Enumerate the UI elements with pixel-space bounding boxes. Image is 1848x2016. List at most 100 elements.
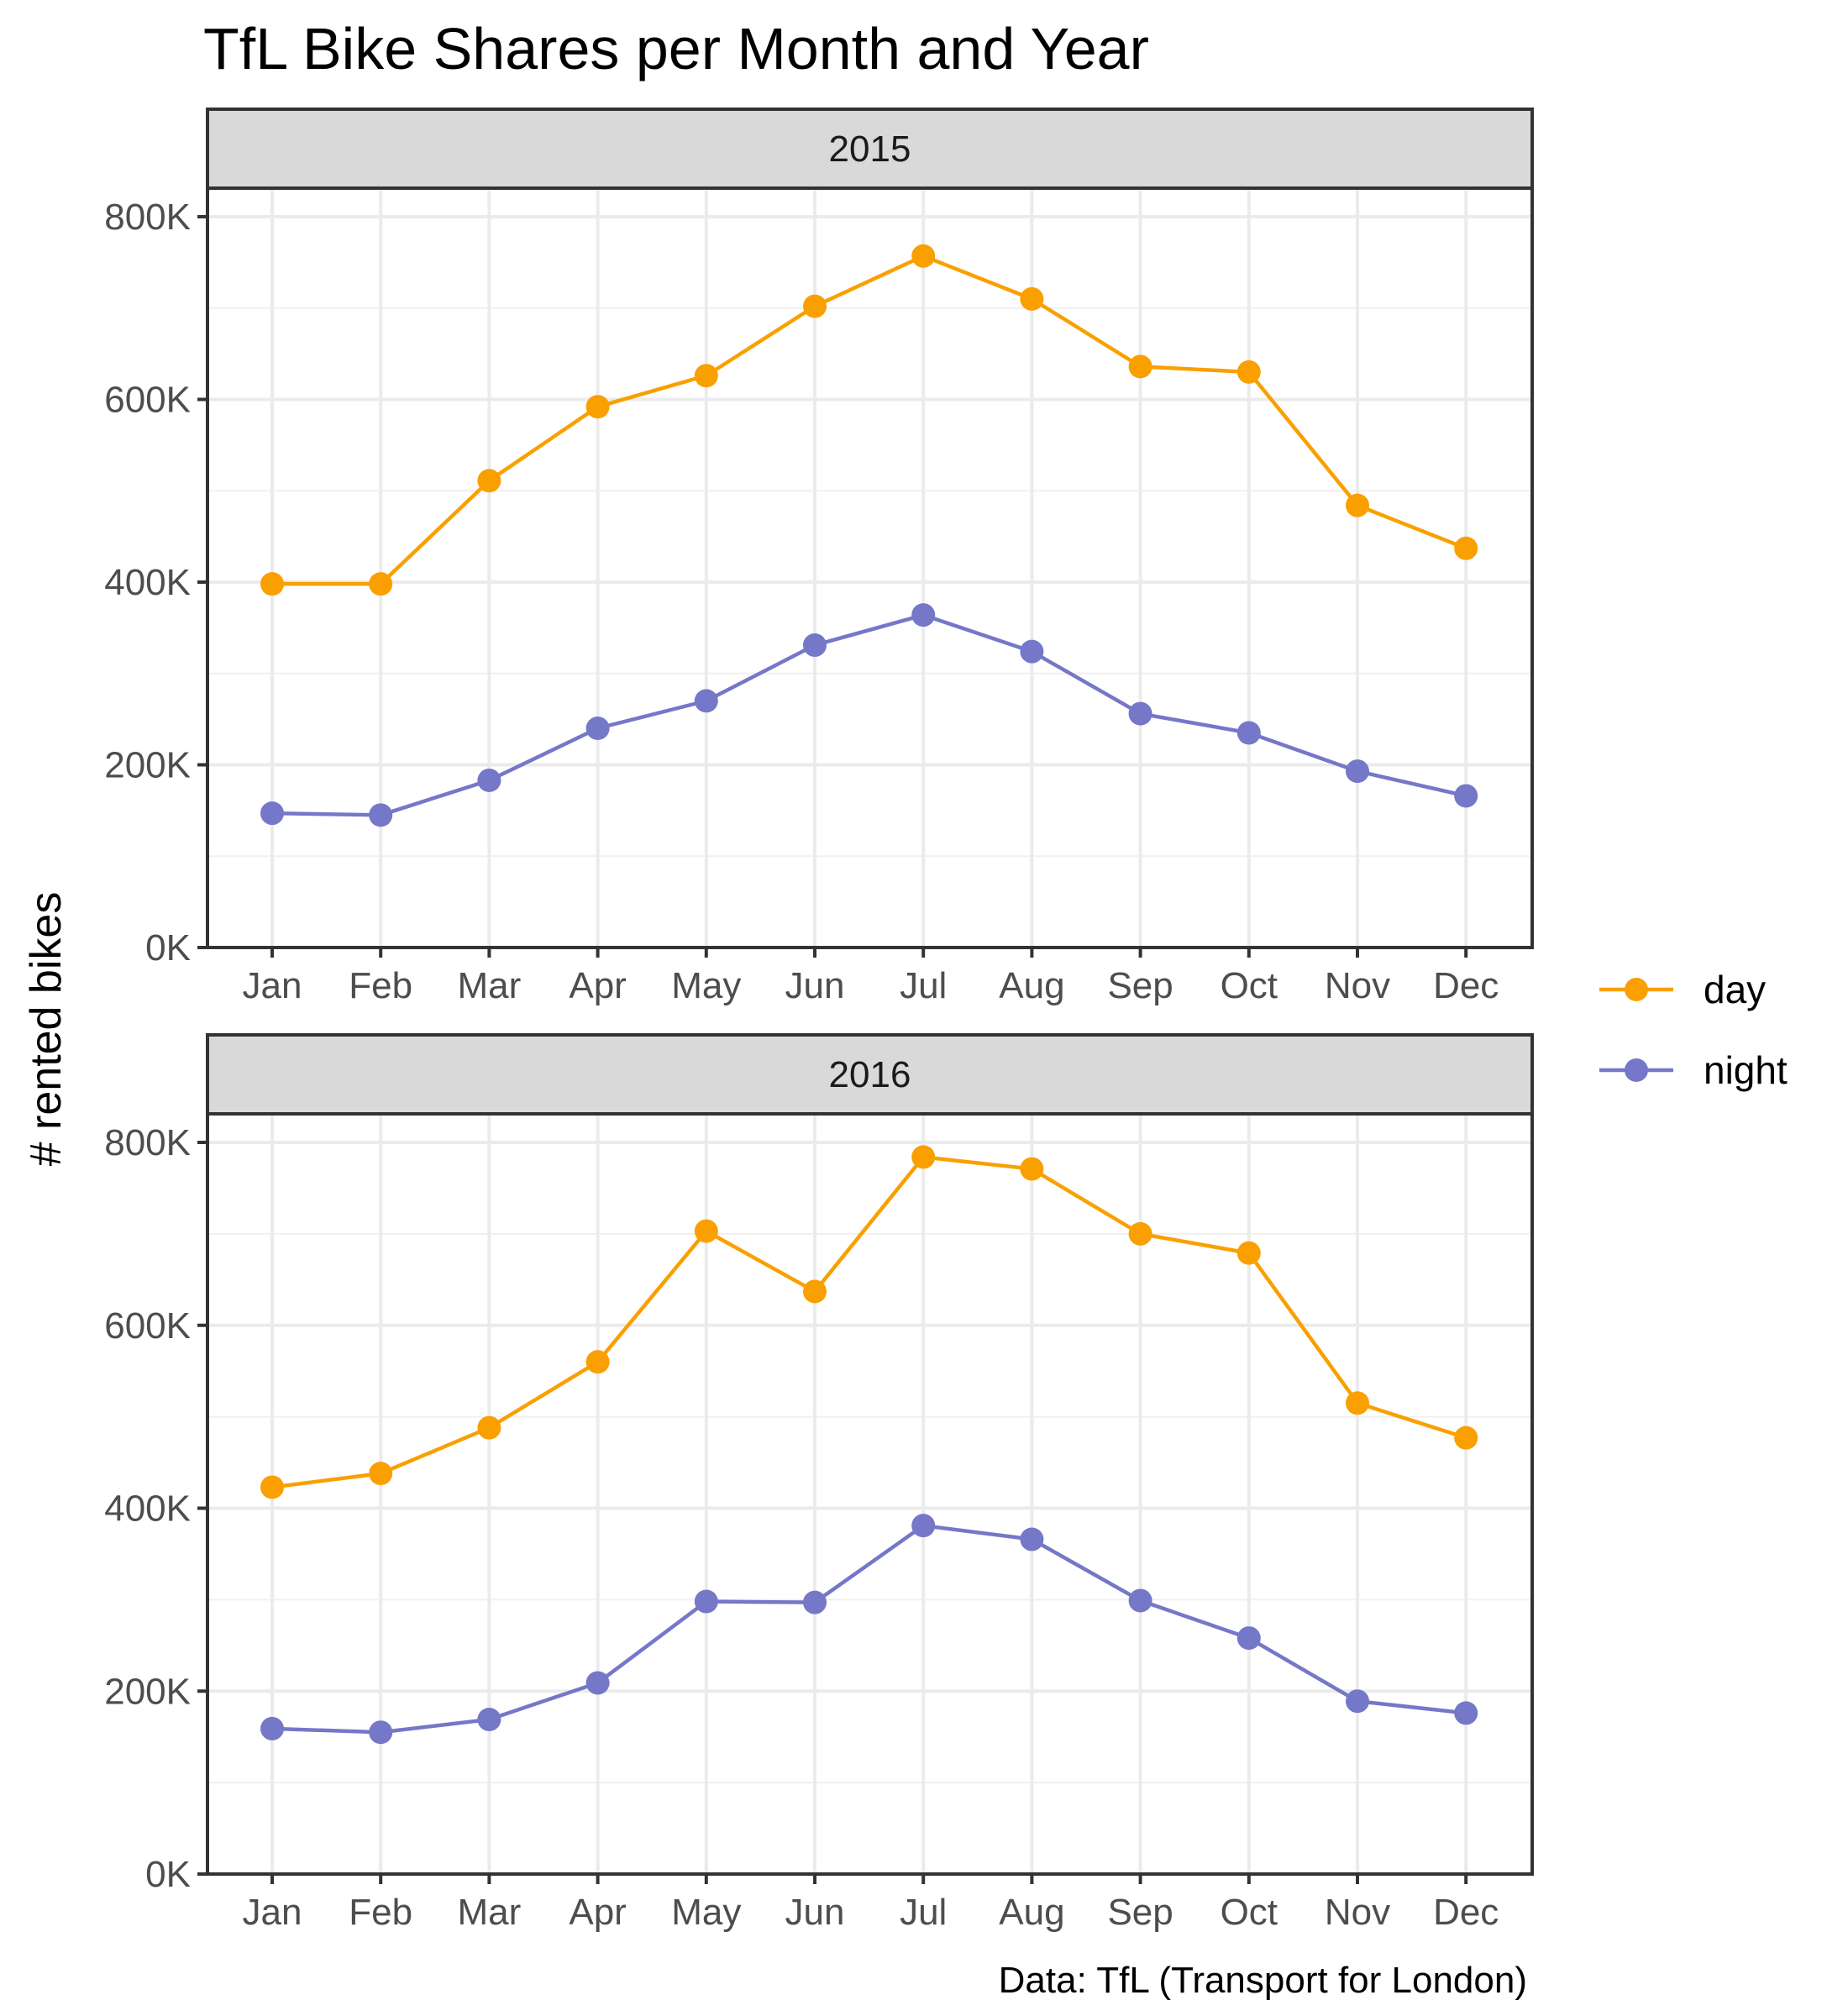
x-tick-label: Feb bbox=[349, 1892, 412, 1933]
facet-strip-label: 2016 bbox=[829, 1054, 911, 1095]
data-point bbox=[1454, 1425, 1478, 1450]
legend-label: day bbox=[1704, 968, 1766, 1011]
data-point bbox=[1128, 1221, 1152, 1246]
data-point bbox=[1020, 639, 1044, 664]
x-tick-label: Nov bbox=[1325, 965, 1390, 1006]
x-tick-label: Mar bbox=[458, 965, 522, 1006]
x-tick-label: Jun bbox=[785, 1892, 845, 1933]
data-point bbox=[260, 1475, 284, 1499]
facet-panel-2016: 2016 0K 200K 400K 600K 800K Jan Feb Mar Apr May Jun… bbox=[104, 1033, 1534, 1933]
data-point bbox=[369, 803, 393, 827]
x-tick-label: Oct bbox=[1221, 965, 1278, 1006]
data-point bbox=[1020, 1157, 1044, 1181]
data-point bbox=[911, 1145, 936, 1169]
y-tick-label: 600K bbox=[104, 380, 191, 421]
data-point bbox=[1346, 493, 1369, 517]
x-tick-label: Sep bbox=[1107, 965, 1173, 1006]
legend-label: night bbox=[1704, 1048, 1788, 1092]
panel-border bbox=[206, 1112, 1534, 1876]
data-point bbox=[1236, 1241, 1261, 1265]
data-point bbox=[369, 1720, 393, 1745]
x-tick-label: Jan bbox=[243, 1892, 302, 1933]
data-point bbox=[1020, 286, 1044, 311]
x-tick-label: Apr bbox=[569, 965, 626, 1006]
facet-strip bbox=[206, 1033, 1534, 1116]
data-point bbox=[694, 1219, 718, 1243]
legend-key-point bbox=[1625, 978, 1648, 1001]
series-night-2016 bbox=[260, 1514, 1478, 1745]
x-tick-label: Aug bbox=[999, 1892, 1064, 1933]
facet-panel-2015: 2015 0K 200K 400K 600K 800K Jan Feb Mar Apr May Jun… bbox=[104, 108, 1534, 1006]
x-tick-label: Sep bbox=[1107, 1892, 1173, 1933]
facet-strip bbox=[206, 108, 1534, 190]
y-tick-label: 400K bbox=[104, 562, 191, 603]
data-point bbox=[477, 469, 501, 493]
data-point bbox=[477, 768, 501, 792]
x-tick-label: Aug bbox=[999, 965, 1064, 1006]
legend: day night bbox=[1599, 968, 1788, 1092]
chart-title: TfL Bike Shares per Month and Year bbox=[203, 16, 1149, 81]
data-point bbox=[1020, 1527, 1044, 1551]
data-point bbox=[1454, 536, 1478, 560]
data-point bbox=[1128, 354, 1152, 379]
data-point bbox=[1346, 1391, 1369, 1415]
series-night-2015 bbox=[260, 603, 1478, 827]
data-point bbox=[694, 364, 718, 388]
data-point bbox=[1128, 1588, 1152, 1613]
legend-item-night: night bbox=[1599, 1048, 1788, 1092]
data-point bbox=[803, 633, 827, 658]
series-line bbox=[271, 612, 1467, 817]
data-point bbox=[585, 717, 610, 740]
facet-panels: 2015 0K 200K 400K 600K 800K Jan Feb Mar Apr May Jun… bbox=[104, 108, 1534, 1933]
x-tick-label: Jul bbox=[900, 1892, 947, 1933]
data-point bbox=[260, 572, 284, 596]
y-tick-label: 800K bbox=[104, 197, 191, 238]
x-tick-label: Dec bbox=[1433, 965, 1499, 1006]
y-tick-label: 800K bbox=[104, 1122, 191, 1163]
data-point bbox=[1454, 784, 1478, 808]
data-point bbox=[694, 1589, 718, 1614]
y-axis-title: # rented bikes bbox=[22, 892, 71, 1167]
data-point bbox=[694, 689, 718, 713]
series-line bbox=[272, 254, 1467, 586]
data-point bbox=[260, 1716, 284, 1740]
x-tick-label: Oct bbox=[1221, 1892, 1278, 1933]
x-tick-label: Mar bbox=[458, 1892, 522, 1933]
y-tick-label: 200K bbox=[104, 745, 191, 786]
x-tick-label: Jun bbox=[785, 965, 845, 1006]
x-tick-label: Jan bbox=[243, 965, 302, 1006]
data-point bbox=[1128, 701, 1152, 726]
panel-border bbox=[206, 186, 1534, 949]
data-point bbox=[1236, 1626, 1261, 1651]
data-point bbox=[911, 603, 936, 627]
data-point bbox=[585, 395, 610, 419]
x-tick-label: May bbox=[671, 1892, 741, 1933]
x-tick-label: Apr bbox=[569, 1892, 626, 1933]
x-tick-label: Jul bbox=[900, 965, 947, 1006]
legend-key-point bbox=[1625, 1058, 1648, 1082]
y-tick-label: 200K bbox=[104, 1671, 191, 1712]
series-line bbox=[271, 1155, 1467, 1489]
data-point bbox=[369, 572, 393, 596]
data-point bbox=[803, 1590, 827, 1614]
facet-strip-label: 2015 bbox=[829, 129, 911, 170]
data-point bbox=[477, 1708, 501, 1732]
panel-background bbox=[207, 1114, 1532, 1874]
data-point bbox=[477, 1415, 501, 1440]
data-point bbox=[1346, 759, 1369, 784]
series-line bbox=[271, 1523, 1467, 1735]
x-tick-label: Nov bbox=[1325, 1892, 1390, 1933]
data-point bbox=[1454, 1701, 1478, 1725]
y-tick-label: 400K bbox=[104, 1488, 191, 1530]
data-point bbox=[1346, 1689, 1369, 1714]
data-point bbox=[911, 1514, 936, 1538]
data-point bbox=[1236, 721, 1261, 745]
data-point bbox=[369, 1462, 393, 1486]
panel-background bbox=[207, 188, 1532, 948]
chart-caption: Data: TfL (Transport for London) bbox=[999, 1960, 1527, 2001]
y-tick-label: 0K bbox=[145, 927, 191, 969]
data-point bbox=[260, 801, 284, 826]
data-point bbox=[803, 294, 827, 318]
x-tick-label: Feb bbox=[349, 965, 412, 1006]
